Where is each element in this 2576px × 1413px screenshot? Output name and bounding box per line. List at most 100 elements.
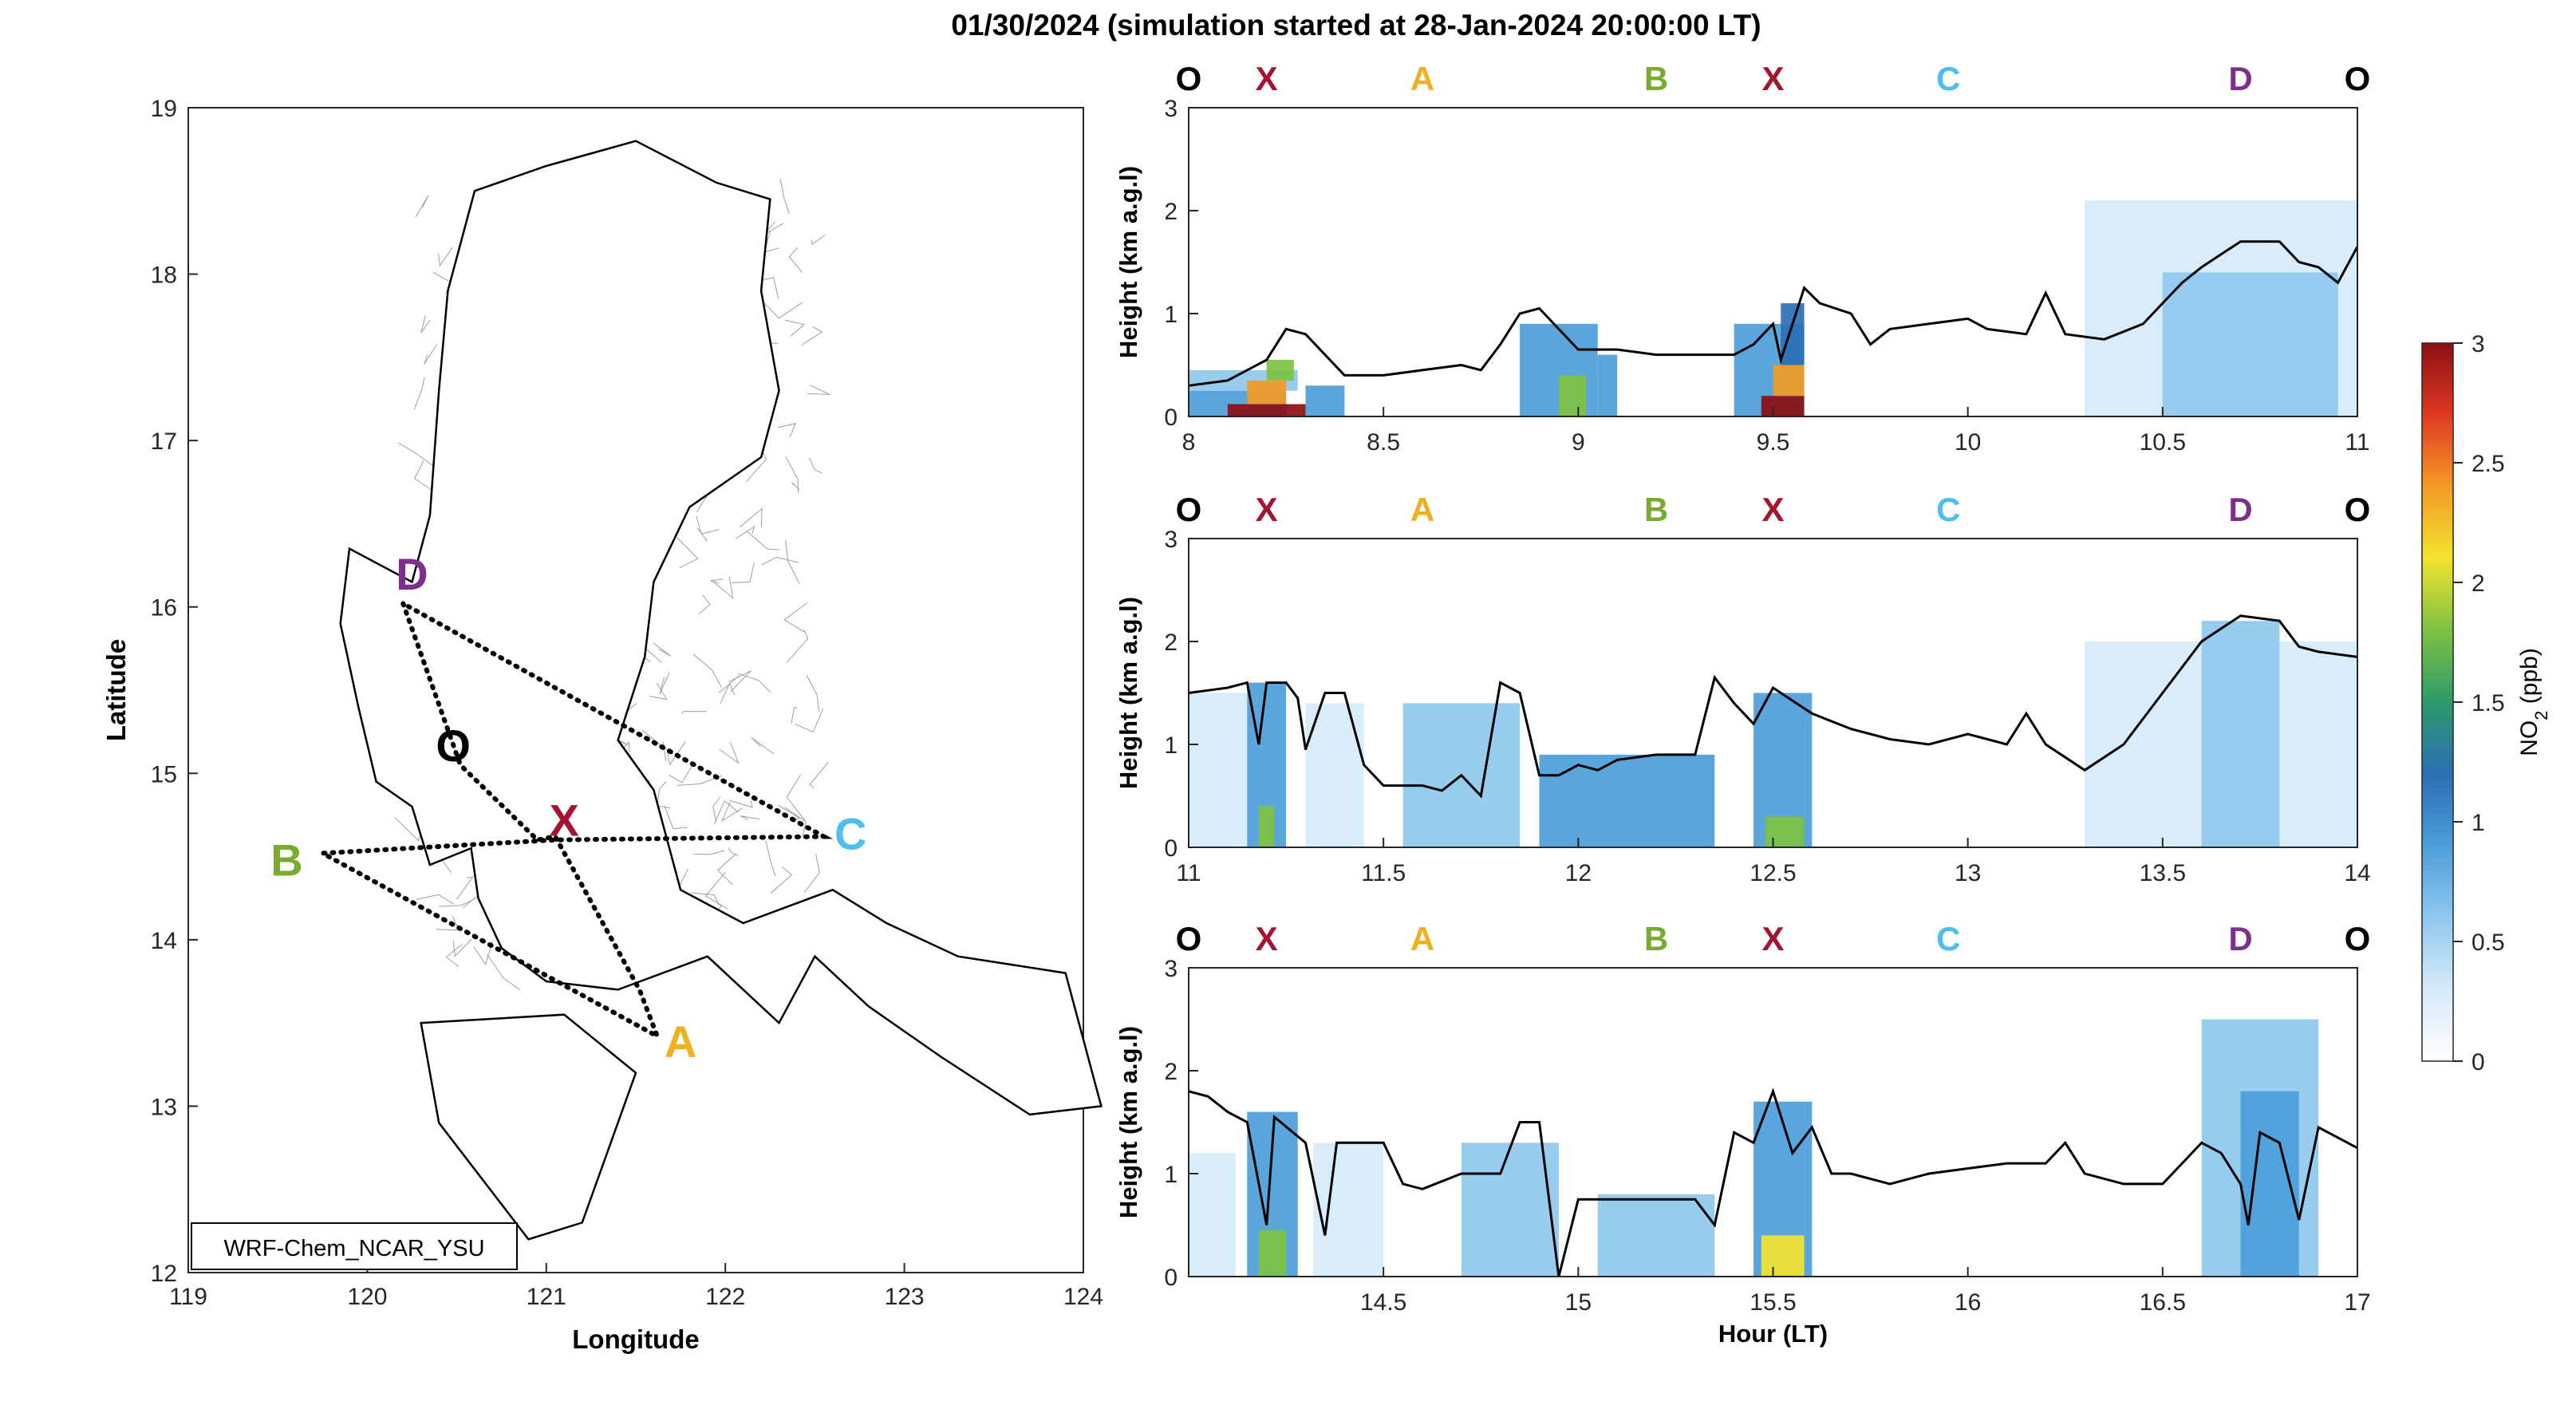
admin-boundary: [785, 456, 799, 493]
site-marker-B: B: [1644, 60, 1668, 97]
colorbar-label: NO2 (ppb): [2516, 648, 2551, 756]
admin-boundary: [736, 525, 755, 539]
concentration-cell: [1558, 375, 1587, 416]
admin-boundary: [765, 840, 776, 877]
curtain-ylabel: Height (km a.g.l): [1114, 597, 1142, 789]
colorbar-ramp: [2421, 342, 2454, 1062]
admin-boundary: [445, 944, 463, 967]
x-tick-label: 11: [1176, 860, 1201, 886]
curtain-ylabel: Height (km a.g.l): [1114, 166, 1142, 358]
x-tick-label: 15: [1565, 1289, 1592, 1316]
admin-boundary: [779, 178, 790, 215]
curtain-ylabel: Height (km a.g.l): [1114, 1026, 1142, 1218]
mindoro-outline: [420, 1013, 637, 1241]
concentration-cell: [1247, 380, 1287, 405]
map-y-tick-label: 16: [151, 595, 177, 622]
admin-boundary: [807, 385, 830, 395]
admin-boundary: [713, 800, 740, 825]
y-tick-label: 1: [1164, 1162, 1178, 1188]
colorbar-tick-label: 2: [2471, 570, 2485, 597]
admin-boundary: [662, 741, 667, 762]
y-tick-label: 2: [1164, 199, 1178, 225]
concentration-cell: [1305, 385, 1345, 416]
x-tick-label: 15.5: [1750, 1289, 1796, 1316]
admin-boundary: [784, 319, 806, 337]
admin-boundary: [415, 195, 429, 218]
admin-boundary: [737, 673, 771, 693]
colorbar-ticks: 0 0.5 1 1.5 2 2.5 3: [2453, 331, 2505, 1076]
admin-boundary: [717, 853, 736, 886]
y-tick-label: 3: [1164, 96, 1178, 122]
admin-boundary: [791, 707, 798, 724]
curtain-xlabel: Hour (LT): [1718, 1320, 1828, 1348]
concentration-cell: [1189, 693, 1248, 847]
site-marker-X: X: [1761, 60, 1784, 97]
site-marker-C: C: [1936, 60, 1960, 97]
pbl-height-line: [1188, 1087, 2358, 1277]
admin-boundary: [438, 247, 453, 267]
admin-boundary: [718, 675, 740, 693]
colorbar: 0 0.5 1 1.5 2 2.5 3 NO2 (ppb): [2421, 331, 2551, 1076]
admin-boundary: [414, 460, 432, 491]
admin-boundary: [801, 326, 823, 345]
admin-boundary: [693, 850, 725, 855]
site-marker-X: X: [1256, 60, 1278, 97]
x-tick-label: 9.5: [1757, 429, 1790, 456]
admin-boundary: [751, 736, 775, 755]
x-tick-label: 14.5: [1360, 1289, 1406, 1316]
site-marker-O: O: [1176, 920, 1202, 957]
admin-boundary: [669, 764, 694, 783]
concentration-cell: [1597, 354, 1618, 416]
colorbar-tick-label: 1.5: [2471, 690, 2505, 716]
concentration-cell: [2201, 621, 2280, 847]
pbl-height-line: [1188, 614, 2358, 799]
admin-boundary: [710, 577, 734, 599]
admin-boundary: [803, 854, 820, 894]
admin-boundary: [791, 482, 800, 491]
admin-boundary: [746, 531, 779, 551]
site-marker-X: X: [1761, 491, 1784, 528]
site-label-B: B: [270, 835, 302, 886]
map-x-tick-label: 121: [527, 1284, 566, 1310]
admin-boundary: [416, 894, 454, 905]
map-panel: DOX CBA 119 120 121 122 123 124121314151617181…: [101, 96, 1103, 1354]
admin-boundary: [424, 344, 438, 365]
admin-boundary: [732, 562, 755, 584]
curtain-panel-3: 14.5 15 15.5 16 16.5 17 0 1 2 3 Height (km a.g.l) H…: [1114, 920, 2371, 1348]
map-x-tick-label: 120: [347, 1284, 387, 1310]
site-marker-X: X: [1256, 920, 1278, 957]
concentration-cell: [1761, 1235, 1805, 1277]
admin-boundary: [763, 302, 803, 319]
x-tick-label: 13: [1955, 860, 1981, 886]
concentration-cell: [1773, 365, 1805, 397]
x-tick-label: 16.5: [2140, 1289, 2186, 1316]
concentration-cell: [1461, 1143, 1559, 1277]
concentration-cell: [1761, 396, 1805, 416]
admin-boundary: [728, 847, 739, 856]
map-axes-box: [187, 107, 1084, 1273]
colorbar-tick-label: 2.5: [2471, 451, 2505, 477]
admin-boundary: [698, 594, 711, 614]
x-tick-label: 11.5: [1361, 860, 1406, 886]
map-y-tick-label: 14: [151, 928, 177, 954]
admin-boundary: [704, 871, 728, 910]
y-tick-label: 1: [1164, 732, 1178, 759]
colorbar-tick-label: 0.5: [2471, 930, 2505, 956]
site-marker-C: C: [1936, 920, 1960, 957]
x-tick-label: 12.5: [1750, 860, 1796, 886]
admin-boundary: [806, 675, 819, 712]
admin-boundary: [786, 774, 806, 821]
site-marker-X: X: [1761, 920, 1784, 957]
model-label-box: [191, 1222, 518, 1270]
y-tick-label: 0: [1164, 835, 1178, 862]
admin-boundary: [439, 898, 475, 907]
admin-boundary: [653, 642, 672, 657]
x-tick-label: 13.5: [2140, 860, 2186, 886]
site-marker-A: A: [1410, 491, 1434, 528]
admin-boundary: [763, 277, 779, 299]
admin-boundary: [761, 556, 799, 566]
concentration-cell: [2162, 272, 2338, 416]
map-y-tick-label: 17: [151, 428, 177, 455]
concentration-cell: [1597, 1194, 1715, 1277]
